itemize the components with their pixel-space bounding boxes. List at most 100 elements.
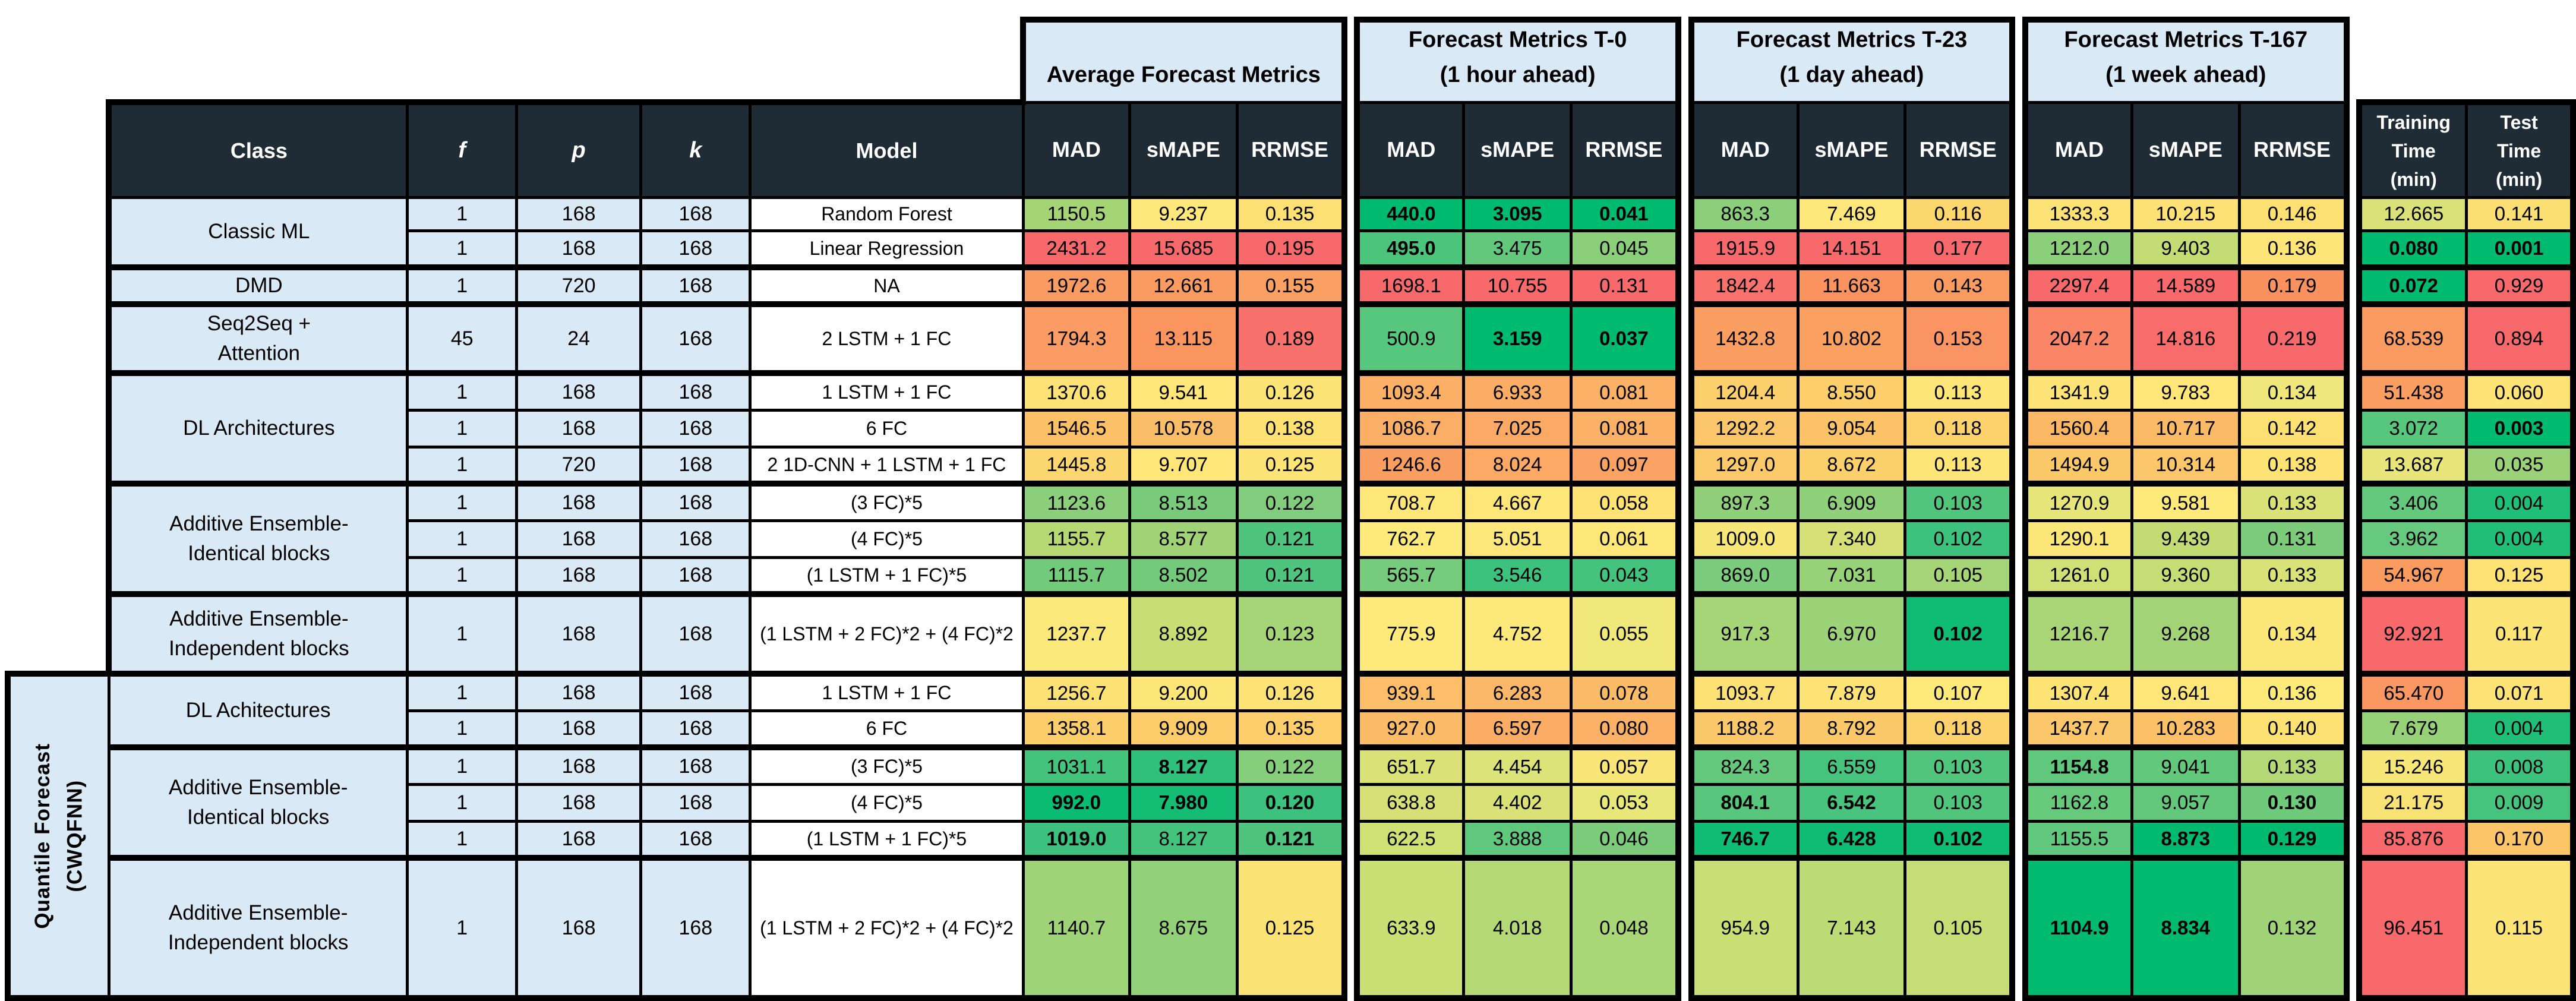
metric-cell: 7.879 [1796,671,1907,712]
metric-cell: 7.143 [1796,855,1907,1001]
model-cell: (3 FC)*5 [749,481,1025,522]
metric-cell: 6.428 [1796,819,1907,860]
metric-cell: 1256.7 [1021,671,1132,712]
block-gap [2346,230,2360,268]
metric-cell: 1370.6 [1021,370,1132,412]
metric-cell: 0.131 [1569,264,1681,306]
block-gap [2012,858,2025,999]
metric-cell: 4.752 [1462,591,1573,675]
class-cell: Additive Ensemble- Identical blocks [106,481,409,596]
metric-cell: 9.041 [2130,744,2241,786]
time-cell: 54.967 [2356,555,2468,596]
k-cell: 168 [639,855,752,1001]
block-gap [1678,674,1691,711]
metric-cell: 1154.8 [2022,744,2134,786]
group-header-row: Average Forecast Metrics Forecast Metric… [8,16,2573,104]
block-gap [2346,858,2360,999]
metric-cell: 9.403 [2130,229,2241,269]
p-cell: 168 [514,408,643,449]
metric-cell: 0.142 [2237,408,2350,449]
p-cell: 168 [514,519,643,559]
metric-cell: 8.834 [2130,855,2241,1001]
metric-cell: 3.159 [1462,301,1573,375]
metric-cell: 775.9 [1354,591,1466,675]
metric-cell: 3.475 [1462,229,1573,269]
f-cell: 1 [406,591,518,675]
class-cell: DMD [106,264,409,306]
metric-cell: 0.129 [2237,819,2350,860]
model-cell: 6 FC [749,408,1025,449]
group-header-t167: Forecast Metrics T-167 (1 week ahead) [2022,16,2350,104]
metric-cell: 8.675 [1128,855,1239,1001]
metric-cell: 1104.9 [2022,855,2134,1001]
metric-cell: 9.057 [2130,782,2241,823]
metric-cell: 9.707 [1128,445,1239,485]
block-gap [2012,410,2025,447]
p-cell: 720 [514,445,643,485]
metric-cell: 8.127 [1128,819,1239,860]
block-gap [2012,230,2025,268]
metric-cell: 0.118 [1903,408,2016,449]
metric-cell: 1009.0 [1688,519,1800,559]
group-header-t23: Forecast Metrics T-23 (1 day ahead) [1688,16,2016,104]
block-gap [1344,858,1358,999]
metric-cell: 0.048 [1569,855,1681,1001]
metric-cell: 8.127 [1128,744,1239,786]
block-gap [2012,711,2025,748]
col-header-mad: MAD [1354,100,1466,199]
block-gap [1344,447,1358,484]
time-cell: 0.004 [2465,519,2576,559]
metric-cell: 0.189 [1235,301,1347,375]
header-spacer [2359,20,2573,103]
metric-cell: 708.7 [1354,481,1466,522]
metric-cell: 8.502 [1128,555,1239,596]
block-gap [1678,784,1691,822]
model-cell: 2 1D-CNN + 1 LSTM + 1 FC [749,445,1025,485]
metric-cell: 0.045 [1569,229,1681,269]
metric-cell: 10.215 [2130,195,2241,232]
block-gap [1678,711,1691,748]
block-gap [1678,373,1691,410]
metric-cell: 1333.3 [2022,195,2134,232]
p-cell: 720 [514,264,643,306]
col-header-mad: MAD [2022,100,2134,199]
model-cell: Linear Regression [749,229,1025,269]
p-cell: 168 [514,744,643,786]
block-gap [2012,674,2025,711]
model-cell: 1 LSTM + 1 FC [749,671,1025,712]
block-gap [2346,557,2360,595]
k-cell: 168 [639,744,752,786]
time-cell: 0.117 [2465,591,2576,675]
block-gap [2012,784,2025,822]
metric-cell: 0.103 [1903,782,2016,823]
time-cell: 0.929 [2465,264,2576,306]
metric-cell: 0.133 [2237,744,2350,786]
k-cell: 168 [639,519,752,559]
metric-cell: 1140.7 [1021,855,1132,1001]
block-gap [1678,821,1691,858]
metric-cell: 1560.4 [2022,408,2134,449]
metric-cell: 4.454 [1462,744,1573,786]
metric-cell: 9.641 [2130,671,2241,712]
metric-cell: 1216.7 [2022,591,2134,675]
table-row: Additive Ensemble- Identical blocks 1 168 1… [8,481,2576,596]
metric-cell: 6.909 [1796,481,1907,522]
metric-cell: 1297.0 [1688,445,1800,485]
block-gap [1344,747,1358,785]
metric-cell: 1915.9 [1688,229,1800,269]
metric-cell: 8.672 [1796,445,1907,485]
block-gap [2346,674,2360,711]
block-gap [2012,557,2025,595]
metrics-table: Average Forecast Metrics Forecast Metric… [4,16,2576,1001]
metric-cell: 0.058 [1569,481,1681,522]
metric-cell: 0.179 [2237,264,2350,306]
col-header-training-time: Training Time (min) [2356,99,2468,199]
metric-cell: 0.081 [1569,408,1681,449]
model-cell: 1 LSTM + 1 FC [749,370,1025,412]
block-gap [2346,197,2360,231]
class-cell: Additive Ensemble- Independent blocks [106,591,409,675]
block-gap [1344,102,1358,198]
metric-cell: 1123.6 [1021,481,1132,522]
col-header-f: f [406,99,518,199]
class-cell: Additive Ensemble- Independent blocks [107,855,409,1001]
